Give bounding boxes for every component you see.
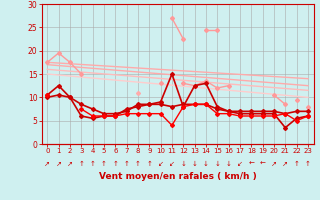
X-axis label: Vent moyen/en rafales ( km/h ): Vent moyen/en rafales ( km/h ) — [99, 172, 256, 181]
